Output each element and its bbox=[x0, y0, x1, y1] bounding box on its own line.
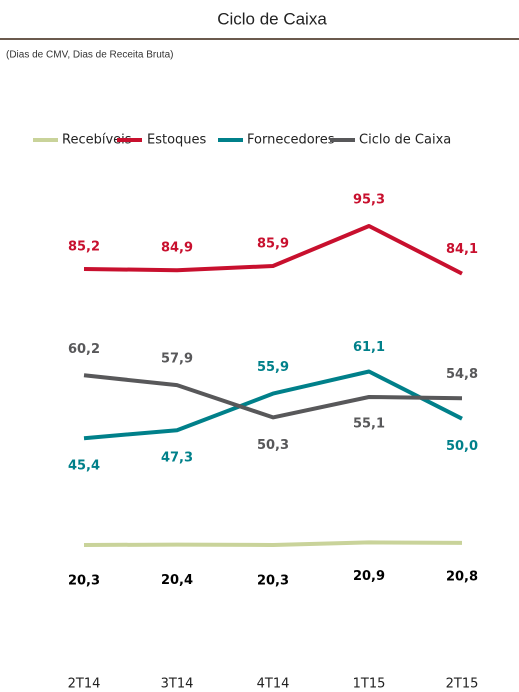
data-label: 95,3 bbox=[353, 193, 385, 208]
x-tick-label: 2T14 bbox=[68, 677, 101, 692]
x-tick-label: 1T15 bbox=[353, 677, 386, 692]
data-label: 20,4 bbox=[161, 573, 193, 588]
series-line bbox=[83, 540, 463, 547]
legend-label: Estoques bbox=[147, 133, 207, 148]
legend-label: Fornecedores bbox=[247, 133, 335, 148]
legend-label: Ciclo de Caixa bbox=[359, 133, 451, 148]
data-label: 55,1 bbox=[353, 416, 385, 431]
x-tick-label: 2T15 bbox=[446, 677, 479, 692]
data-label: 50,3 bbox=[257, 438, 289, 453]
data-label: 55,9 bbox=[257, 360, 289, 375]
data-label: 20,9 bbox=[353, 569, 385, 584]
data-label: 50,0 bbox=[446, 439, 478, 454]
chart-subtitle: (Dias de CMV, Dias de Receita Bruta) bbox=[6, 50, 173, 61]
data-label: 85,2 bbox=[68, 239, 100, 254]
chart-title: Ciclo de Caixa bbox=[217, 9, 327, 28]
data-label: 45,4 bbox=[68, 459, 100, 474]
data-label: 84,9 bbox=[161, 241, 193, 256]
x-tick-label: 4T14 bbox=[257, 677, 290, 692]
data-label: 20,8 bbox=[446, 569, 478, 584]
data-label: 84,1 bbox=[446, 242, 478, 257]
legend-label: Recebíveis bbox=[62, 133, 132, 148]
data-label: 61,1 bbox=[353, 340, 385, 355]
data-label: 85,9 bbox=[257, 236, 289, 251]
data-label: 20,3 bbox=[68, 574, 100, 589]
series-line bbox=[83, 369, 463, 441]
data-label: 20,3 bbox=[257, 574, 289, 589]
data-label: 57,9 bbox=[161, 352, 193, 367]
series-line bbox=[83, 373, 463, 420]
data-label: 60,2 bbox=[68, 342, 100, 357]
x-tick-label: 3T14 bbox=[161, 677, 194, 692]
data-label: 47,3 bbox=[161, 451, 193, 466]
series-line bbox=[83, 224, 463, 276]
data-label: 54,8 bbox=[446, 367, 478, 382]
